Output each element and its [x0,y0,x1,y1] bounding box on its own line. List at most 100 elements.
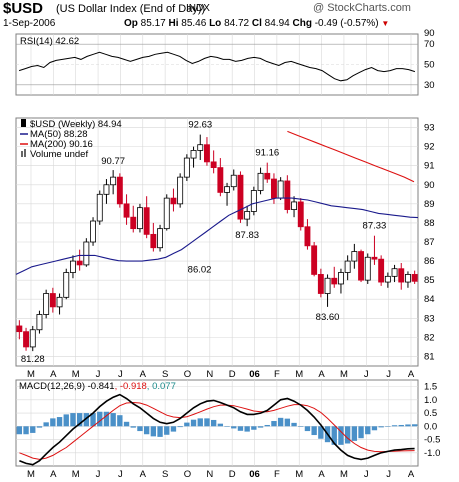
price-tick-label: 84 [424,294,435,305]
macd-histogram-bar [311,426,317,436]
candle [398,268,405,283]
macd-histogram-bar [150,426,157,437]
candle [344,260,351,273]
candle [103,184,110,195]
candle [311,245,318,275]
macd-histogram-bar [358,426,364,439]
macd-histogram-bar [371,426,378,431]
macd-histogram-bar [43,422,49,427]
macd-histogram-bar [411,424,418,427]
price-annotation: 86.02 [188,265,212,276]
x-tick-label: J [96,369,101,380]
candle [56,296,63,308]
legend-label: Volume undef [30,149,88,160]
x-tick-label: S [162,469,168,480]
low-label: Lo [209,18,222,29]
price-tick-label: 90 [424,180,435,191]
macd-histogram-bar [157,426,163,437]
macd-histogram-bar [63,414,69,427]
candle [384,275,391,283]
close-label: Cl [251,18,262,29]
price-annotation: 92.63 [188,120,212,131]
macd-tick-label: 1.5 [424,382,437,393]
macd-histogram-bar [365,426,371,435]
candle [351,251,358,262]
candle [157,228,163,249]
x-tick-label: M [295,469,303,480]
candle [364,256,371,281]
macd-histogram-bar [90,413,96,427]
x-tick-label: N [206,369,213,380]
macd-histogram-bar [103,411,110,427]
x-tick-label: J [96,469,101,480]
candle [250,190,257,212]
candle [150,233,157,249]
quote-line: Op 85.17 Hi 85.46 Lo 84.72 Cl 84.94 Chg … [124,18,389,29]
macd-histogram-bar [277,417,284,427]
candle [284,180,291,210]
macd-histogram-bar [197,418,203,427]
x-tick-label: D [229,369,236,380]
macd-histogram-bar [257,426,264,428]
price-tick-label: 85 [424,275,435,286]
macd-histogram-bar [351,426,358,441]
candle [110,176,117,186]
legend-label: MA(50) 88.28 [30,129,88,140]
x-tick-label: J [118,469,123,480]
price-tick-label: 86 [424,256,435,267]
candle [96,193,103,222]
x-tick-label: J [386,469,391,480]
candle [163,197,170,230]
candle [116,176,123,205]
macd-histogram-bar [23,426,29,435]
macd-histogram-bar [30,426,36,433]
x-tick-label: N [206,469,213,480]
legend-swatch [24,149,26,157]
rsi-tick-label: 70 [424,39,435,50]
price-tick-label: 89 [424,199,435,210]
quote-date: 1-Sep-2006 [3,18,56,29]
x-tick-label: A [140,469,147,480]
price-tick-label: 93 [424,123,435,134]
x-tick-label: O [184,369,191,380]
candle [264,172,271,180]
price-tick-label: 83 [424,313,435,324]
macd-legend: MACD(12,26,9) -0.841, -0.918, 0.077 [19,381,176,392]
candle [271,178,277,199]
x-tick-label: J [364,469,369,480]
chart-symbol: $USD [3,0,44,17]
macd-histogram-bar [385,426,391,427]
candle [137,207,143,230]
x-tick-label: F [274,369,280,380]
macd-histogram-bar [291,422,297,427]
candle [36,314,43,331]
legend-label: $USD (Weekly) 84.94 [30,119,122,130]
macd-legend-part: -0.841 [85,381,115,392]
macd-line [19,393,415,466]
macd-tick-label: -1.0 [424,448,440,459]
candle [170,197,177,205]
x-tick-label: M [72,369,80,380]
rsi-legend: RSI(14) 42.62 [20,36,79,47]
macd-histogram-bar [16,426,23,435]
x-tick-label: J [386,369,391,380]
candle [90,220,96,243]
open-value: 85.17 [140,18,166,29]
macd-histogram-bar [244,426,250,432]
ma50-line [15,197,419,275]
x-tick-label: D [229,469,236,480]
macd-histogram-bar [184,422,190,427]
price-tick-label: 92 [424,142,435,153]
x-tick-label: S [162,369,168,380]
macd-histogram-bar [56,417,63,427]
macd-histogram-bar [318,426,324,439]
macd-histogram-bar [50,418,56,427]
macd-histogram-bar [344,426,351,444]
macd-histogram-bar [271,421,277,427]
x-tick-label: A [408,469,415,480]
macd-histogram-bar [36,426,43,428]
candle [217,167,224,193]
candle [130,216,137,230]
macd-histogram-bar [304,426,311,432]
macd-histogram-bar [378,426,384,428]
